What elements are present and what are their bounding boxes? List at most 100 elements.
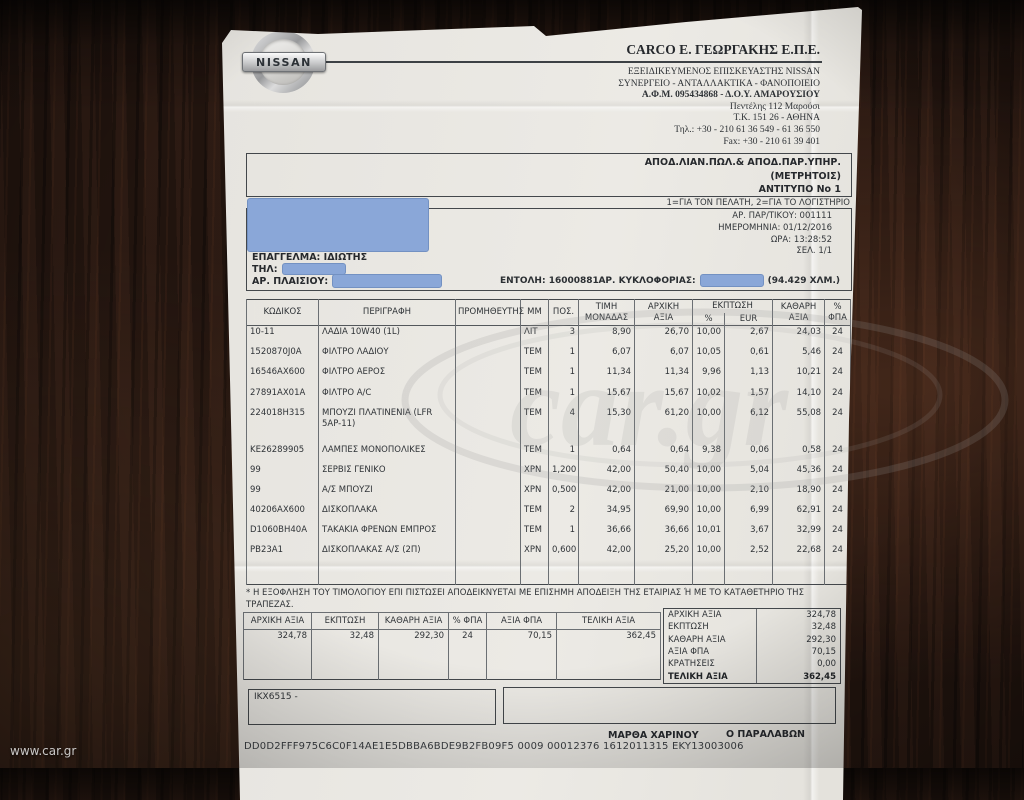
item-qty: 1 [548,386,579,407]
summary-row: ΚΑΘΑΡΗ ΑΞΙΑ 292,30 [664,633,840,646]
item-initial-value: 25,20 [634,544,693,565]
col-unit: ΜΜ [520,299,549,326]
summary-row: ΑΞΙΑ ΦΠΑ 70,15 [664,645,840,659]
totals-table: ΑΡΧΙΚΗ ΑΞΙΑ ΕΚΠΤΩΣΗ ΚΑΘΑΡΗ ΑΞΙΑ % ΦΠΑ ΑΞ… [243,612,661,680]
doc-type-line1: ΑΠΟΔ.ΛΙΑΝ.ΠΩΛ.& ΑΠΟΔ.ΠΑΡ.ΥΠΗΡ. [644,157,841,168]
item-description: ΣΕΡΒΙΣ ΓΕΝΙΚΟ [318,463,456,484]
col-code: ΚΩΔΙΚΟΣ [246,299,319,326]
item-discount-pct: 10,00 [692,504,725,525]
item-discount-pct: 9,96 [692,366,725,387]
item-supplier [455,483,521,505]
item-qty: 3 [548,325,579,347]
item-discount-pct: 10,05 [692,346,725,367]
item-unit: ΤΕΜ [520,443,549,464]
item-supplier [455,325,521,347]
item-unit-price: 42,00 [578,463,635,484]
item-supplier [455,544,521,565]
col-description: ΠΕΡΙΓΡΑΦΗ [318,299,456,326]
item-vat: 24 [824,483,852,505]
item-row: D1060BH40A ΤΑΚΑΚΙΑ ΦΡΕΝΩΝ ΕΜΠΡΟΣ ΤΕΜ 1 3… [246,524,852,545]
item-vat: 24 [824,325,852,347]
item-supplier [455,504,521,525]
total-final: 362,45 [556,629,661,655]
col-discount-eur: EUR [723,312,774,326]
item-vat: 24 [824,544,852,565]
km-note: (94.429 ΧΛΜ.) [767,275,840,286]
item-description: ΛΑΔΙΑ 10W40 (1L) [318,325,456,347]
phone-redaction [281,263,346,275]
item-supplier [455,463,521,484]
item-net-value: 5,46 [772,346,826,367]
item-row: 27891AX01A ΦΙΛΤΡΟ A/C ΤΕΜ 1 15,67 15,67 … [246,386,852,407]
item-supplier [455,443,521,464]
item-discount-pct: 10,00 [692,325,725,347]
item-row: 16546AX600 ΦΙΛΤΡΟ ΑΕΡΟΣ ΤΕΜ 1 11,34 11,3… [246,366,852,387]
item-description: ΔΙΣΚΟΠΛΑΚΑ [318,504,456,525]
item-vat: 24 [824,504,852,525]
invoice-time: ΩΡΑ: 13:28:52 [770,234,832,245]
nissan-logo-text: NISSAN [242,52,326,72]
address-line: Πεντέλης 112 Μαρούσι [729,101,820,112]
item-discount-eur: 1,13 [723,366,774,387]
address-line-phone: Τηλ.: +30 - 210 61 36 549 - 61 36 550 [674,124,820,135]
document-type-box: ΑΠΟΔ.ΛΙΑΝ.ΠΩΛ.& ΑΠΟΔ.ΠΑΡ.ΥΠΗΡ. (ΜΕΤΡΗΤΟΙ… [246,153,852,197]
profession-text: ΕΠΑΓΓΕΛΜΑ: ΙΔΙΩΤΗΣ [252,252,368,263]
item-description: Α/Σ ΜΠΟΥΖΙ [318,483,456,505]
item-unit-price: 15,67 [578,386,635,407]
item-net-value: 32,99 [772,524,826,545]
item-row: 99 ΣΕΡΒΙΣ ΓΕΝΙΚΟ ΧΡΝ 1,200 42,00 50,40 1… [246,463,852,484]
signature-box [503,687,836,724]
item-code: 10-11 [246,325,319,347]
item-initial-value: 0,64 [634,443,693,464]
item-discount-eur: 6,99 [723,504,774,525]
item-qty: 4 [548,406,579,444]
item-code: D1060BH40A [246,524,319,545]
credit-footnote: * Η ΕΞΟΦΛΗΣΗ ΤΟΥ ΤΙΜΟΛΟΓΙΟΥ ΕΠΙ ΠΙΣΤΩΣΕΙ… [246,588,804,610]
fiscal-signature-hash: DD0D2FFF975C6C0F14AE1E5DBBA6BDE9B2FB09F5… [244,741,744,752]
address-line-fax: Fax: +30 - 210 61 39 401 [723,136,820,147]
total-col-vat-value: ΑΞΙΑ ΦΠΑ [486,612,557,630]
phone-label: ΤΗΛ: [252,263,278,275]
item-initial-value: 61,20 [634,406,693,444]
item-unit: ΤΕΜ [520,346,549,367]
address-line: ΕΞΕΙΔΙΚΕΥΜΕΝΟΣ ΕΠΙΣΚΕΥΑΣΤΗΣ NISSAN [627,67,820,77]
item-code: 99 [246,463,319,484]
item-qty: 2 [548,504,579,525]
item-unit-price: 6,07 [578,346,635,367]
item-discount-eur: 3,67 [723,524,774,545]
item-net-value: 18,90 [772,483,826,505]
col-supplier: ΠΡΟΜΗΘΕΥΤΗΣ [455,299,524,326]
item-unit: ΤΕΜ [520,504,549,525]
total-initial: 324,78 [243,629,312,655]
item-row: 1520870J0A ΦΙΛΤΡΟ ΛΑΔΙΟΥ ΤΕΜ 1 6,07 6,07… [246,346,852,367]
items-table-wrap: ΚΩΔΙΚΟΣ ΠΕΡΙΓΡΑΦΗ ΠΡΟΜΗΘΕΥΤΗΣ ΜΜ ΠΟΣ. ΤΙ… [246,299,852,585]
total-col-net: ΚΑΘΑΡΗ ΑΞΙΑ [378,612,449,630]
item-net-value: 62,91 [772,504,826,525]
total-col-final: ΤΕΛΙΚΗ ΑΞΙΑ [556,612,661,630]
header-divider [318,61,822,63]
item-unit-price: 11,34 [578,366,635,387]
item-net-value: 24,03 [772,325,826,347]
item-qty: 1 [548,346,579,367]
doc-type-line2: (ΜΕΤΡΗΤΟΙΣ) [770,170,841,182]
item-discount-pct: 10,00 [692,483,725,505]
item-discount-pct: 9,38 [692,443,725,464]
copy-note: 1=ΓΙΑ ΤΟΝ ΠΕΛΑΤΗ, 2=ΓΙΑ ΤΟ ΛΟΓΙΣΤΗΡΙΟ [666,198,850,208]
company-address-block: ΕΞΕΙΔΙΚΕΥΜΕΝΟΣ ΕΠΙΣΚΕΥΑΣΤΗΣ NISSAN ΣΥΝΕΡ… [618,67,820,148]
items-table-header: ΚΩΔΙΚΟΣ ΠΕΡΙΓΡΑΦΗ ΠΡΟΜΗΘΕΥΤΗΣ ΜΜ ΠΟΣ. ΤΙ… [246,299,852,326]
item-discount-pct: 10,00 [692,463,725,484]
item-discount-eur: 0,06 [723,443,774,464]
customer-box [246,208,852,291]
item-supplier [455,346,521,367]
total-discount: 32,48 [311,629,379,655]
address-line: Τ.Κ. 151 26 - ΑΘΗΝΑ [733,113,820,124]
item-qty: 1 [548,366,579,387]
item-row: PB23A1 ΔΙΣΚΟΠΛΑΚΑΣ Α/Σ (2Π) ΧΡΝ 0,600 42… [246,544,852,565]
item-description: ΛΑΜΠΕΣ ΜΟΝΟΠΟΛΙΚΕΣ [318,443,456,464]
totals-table-wrap: ΑΡΧΙΚΗ ΑΞΙΑ ΕΚΠΤΩΣΗ ΚΑΘΑΡΗ ΑΞΙΑ % ΦΠΑ ΑΞ… [243,612,661,680]
stock-note-box: IKX6515 - [248,689,496,725]
total-vat-pct: 24 [448,629,487,655]
item-unit-price: 34,95 [578,504,635,525]
plate-line: ΑΡ. ΚΥΚΛΟΦΟΡΙΑΣ: (94.429 ΧΛΜ.) [598,274,840,287]
